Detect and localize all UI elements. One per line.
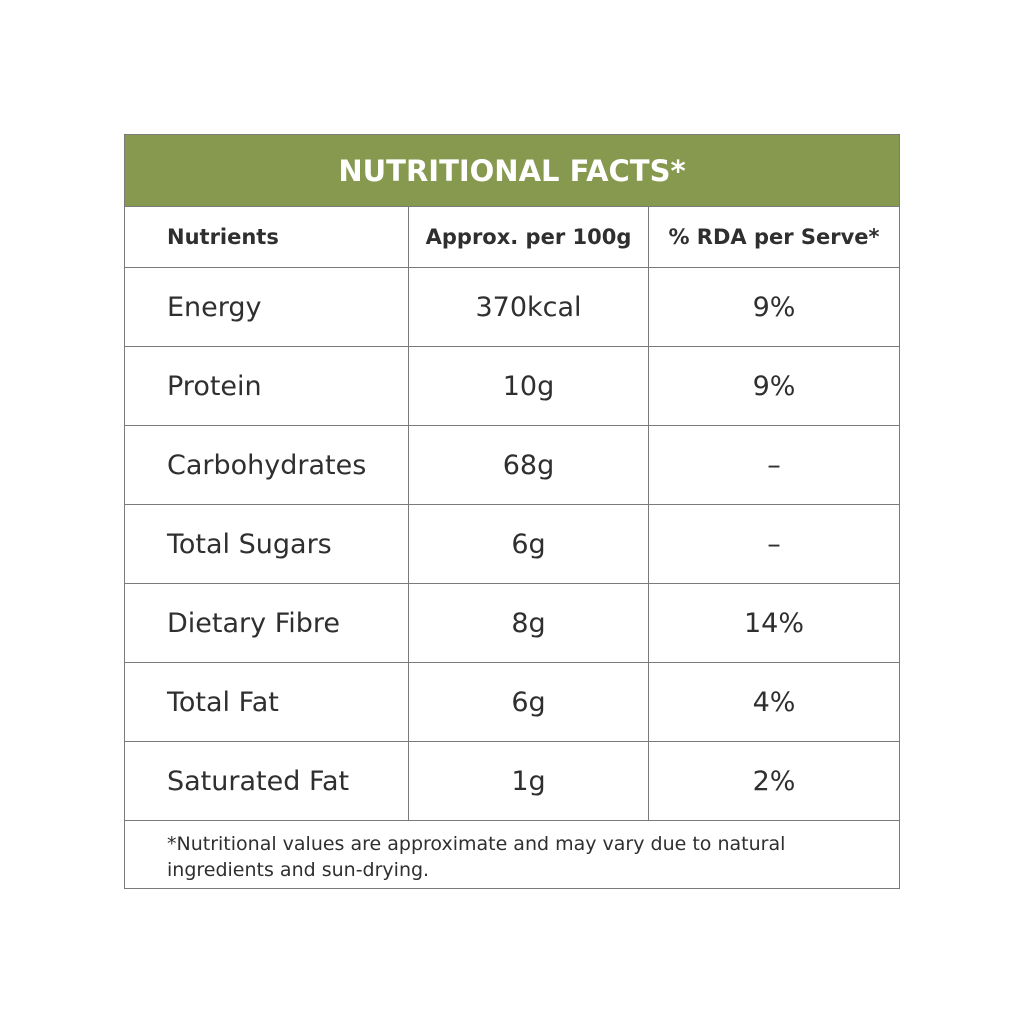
nutrient-value: 10g [409, 347, 649, 426]
nutrient-name: Total Sugars [125, 505, 409, 584]
nutrient-name: Saturated Fat [125, 742, 409, 821]
nutrition-table: NUTRITIONAL FACTS* *Nutritional values a… [124, 134, 900, 889]
column-header: % RDA per Serve* [649, 207, 899, 268]
nutrient-value: 1g [409, 742, 649, 821]
nutrient-value: 6g [409, 505, 649, 584]
nutrient-value: – [649, 426, 899, 505]
nutrient-name: Energy [125, 268, 409, 347]
nutrient-value: 4% [649, 663, 899, 742]
nutrient-value: 6g [409, 663, 649, 742]
column-header: Nutrients [125, 207, 409, 268]
nutrient-name: Dietary Fibre [125, 584, 409, 663]
column-header: Approx. per 100g [409, 207, 649, 268]
nutrient-value: 9% [649, 268, 899, 347]
nutrient-value: 8g [409, 584, 649, 663]
nutrient-name: Carbohydrates [125, 426, 409, 505]
nutrient-value: – [649, 505, 899, 584]
nutrient-name: Protein [125, 347, 409, 426]
nutrient-value: 370kcal [409, 268, 649, 347]
nutrient-value: 68g [409, 426, 649, 505]
nutrient-value: 2% [649, 742, 899, 821]
nutrient-value: 14% [649, 584, 899, 663]
nutrient-name: Total Fat [125, 663, 409, 742]
table-title: NUTRITIONAL FACTS* [125, 135, 899, 207]
nutrient-value: 9% [649, 347, 899, 426]
footnote: *Nutritional values are approximate and … [167, 833, 786, 881]
